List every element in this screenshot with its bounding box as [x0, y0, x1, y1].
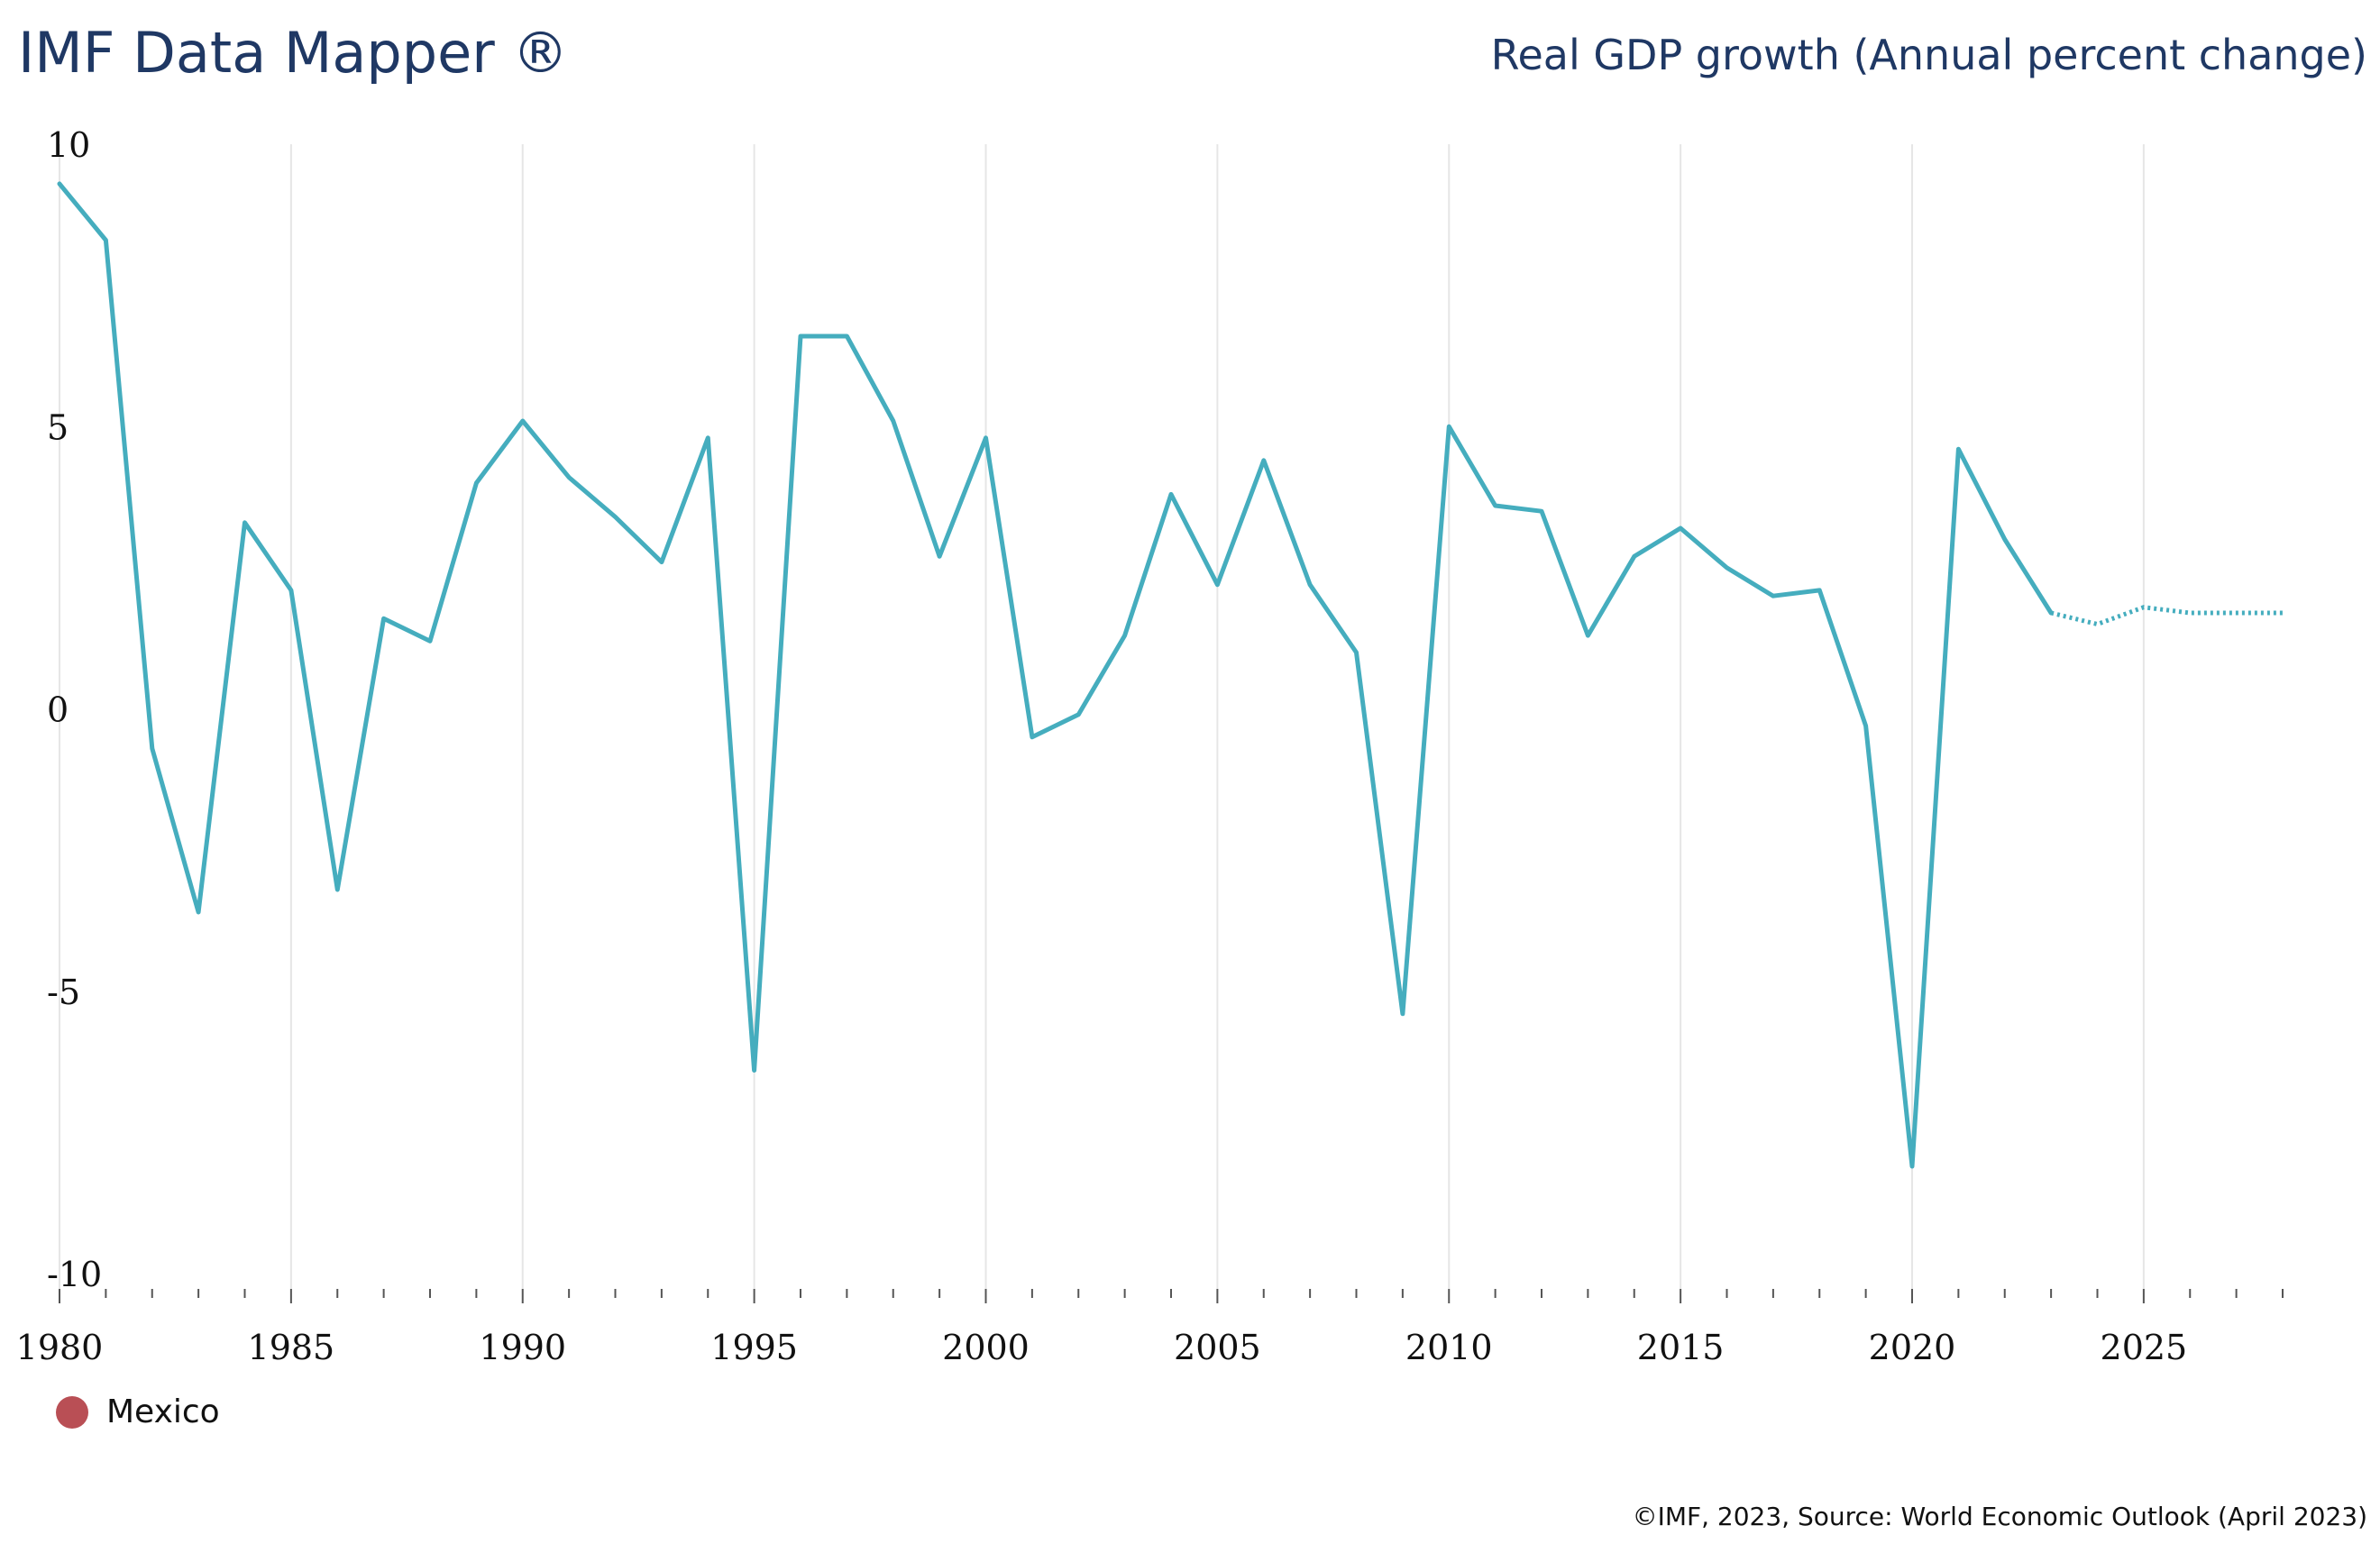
- data-point-2009[interactable]: [1397, 1009, 1408, 1019]
- data-point-2022[interactable]: [2000, 534, 2010, 545]
- data-point-2026[interactable]: [2184, 607, 2195, 618]
- data-points[interactable]: [54, 178, 2288, 1172]
- data-point-1990[interactable]: [517, 416, 528, 426]
- data-point-2007[interactable]: [1304, 580, 1315, 590]
- x-tick-label-2005: 2005: [1174, 1328, 1261, 1367]
- series-line-forecast: [2050, 605, 2283, 627]
- data-point-1980[interactable]: [54, 178, 65, 189]
- x-tick-label-1990: 1990: [479, 1328, 566, 1367]
- y-tick-label--10: -10: [47, 1255, 102, 1294]
- data-point-2014[interactable]: [1629, 551, 1640, 562]
- data-point-2002[interactable]: [1073, 709, 1084, 720]
- data-point-1982[interactable]: [147, 743, 158, 754]
- y-tick-label-10: 10: [47, 125, 90, 165]
- data-point-2005[interactable]: [1212, 580, 1222, 590]
- data-point-2000[interactable]: [981, 433, 992, 443]
- x-tick-label-1980: 1980: [16, 1328, 104, 1367]
- indicator-title: Real GDP growth (Annual percent change): [1490, 31, 2367, 79]
- data-point-2025[interactable]: [2138, 602, 2149, 613]
- data-point-1997[interactable]: [841, 331, 852, 342]
- data-point-2015[interactable]: [1675, 523, 1686, 534]
- data-point-1999[interactable]: [934, 551, 945, 562]
- data-point-2011[interactable]: [1490, 500, 1501, 511]
- data-point-1985[interactable]: [286, 585, 297, 596]
- brand-title: IMF Data Mapper ®: [18, 20, 569, 86]
- x-tick-label-2015: 2015: [1637, 1328, 1725, 1367]
- data-point-1988[interactable]: [425, 635, 435, 646]
- data-point-2020[interactable]: [1907, 1161, 1918, 1172]
- data-point-1995[interactable]: [749, 1065, 760, 1076]
- data-point-2006[interactable]: [1259, 455, 1269, 466]
- data-point-1991[interactable]: [563, 472, 574, 483]
- data-point-1987[interactable]: [379, 613, 389, 624]
- data-point-1981[interactable]: [100, 235, 111, 246]
- y-tick-label-5: 5: [47, 407, 69, 447]
- data-point-2003[interactable]: [1120, 630, 1130, 641]
- series-mexico: [57, 181, 2283, 1169]
- data-point-2021[interactable]: [1953, 443, 1964, 454]
- legend-label: Mexico: [106, 1393, 220, 1430]
- data-point-2028[interactable]: [2277, 607, 2288, 618]
- data-point-1998[interactable]: [888, 416, 899, 426]
- data-point-1994[interactable]: [702, 433, 713, 443]
- x-axis-ticks: 1980 1985 1990 1995 2000 2005 2010 2015 2020 2025: [16, 1289, 2284, 1367]
- x-tick-label-2025: 2025: [2101, 1328, 2188, 1367]
- data-point-1983[interactable]: [193, 907, 204, 918]
- data-point-1984[interactable]: [240, 517, 251, 528]
- data-point-2017[interactable]: [1768, 590, 1779, 601]
- data-point-2010[interactable]: [1443, 421, 1454, 432]
- data-point-2016[interactable]: [1722, 562, 1733, 573]
- data-point-1986[interactable]: [332, 884, 343, 895]
- data-point-2027[interactable]: [2231, 607, 2242, 618]
- data-point-1996[interactable]: [795, 331, 806, 342]
- data-point-2004[interactable]: [1166, 489, 1176, 499]
- data-point-2001[interactable]: [1027, 732, 1038, 743]
- data-point-2023[interactable]: [2046, 607, 2056, 618]
- y-tick-label-0: 0: [47, 690, 69, 730]
- x-tick-label-1995: 1995: [710, 1328, 798, 1367]
- data-point-2019[interactable]: [1861, 720, 1872, 731]
- data-point-1992[interactable]: [610, 512, 621, 523]
- y-axis-ticks: 10 5 0 -5 -10: [47, 125, 102, 1294]
- x-tick-label-2000: 2000: [942, 1328, 1030, 1367]
- source-note: ©IMF, 2023, Source: World Economic Outlo…: [1632, 1502, 2367, 1531]
- series-line-actual: [57, 181, 2054, 1169]
- x-tick-label-2010: 2010: [1405, 1328, 1493, 1367]
- legend-marker: [56, 1395, 88, 1429]
- data-point-1989[interactable]: [471, 478, 481, 489]
- x-tick-label-1985: 1985: [248, 1328, 335, 1367]
- data-point-1993[interactable]: [656, 557, 667, 568]
- legend[interactable]: Mexico: [56, 1393, 220, 1430]
- data-point-2018[interactable]: [1814, 585, 1825, 596]
- data-point-2012[interactable]: [1536, 506, 1547, 516]
- data-point-2013[interactable]: [1582, 630, 1593, 641]
- x-tick-label-2020: 2020: [1869, 1328, 1956, 1367]
- y-tick-label--5: -5: [47, 973, 80, 1012]
- data-point-2008[interactable]: [1351, 647, 1362, 658]
- grid-lines: [59, 144, 2145, 1289]
- data-point-2024[interactable]: [2092, 619, 2103, 630]
